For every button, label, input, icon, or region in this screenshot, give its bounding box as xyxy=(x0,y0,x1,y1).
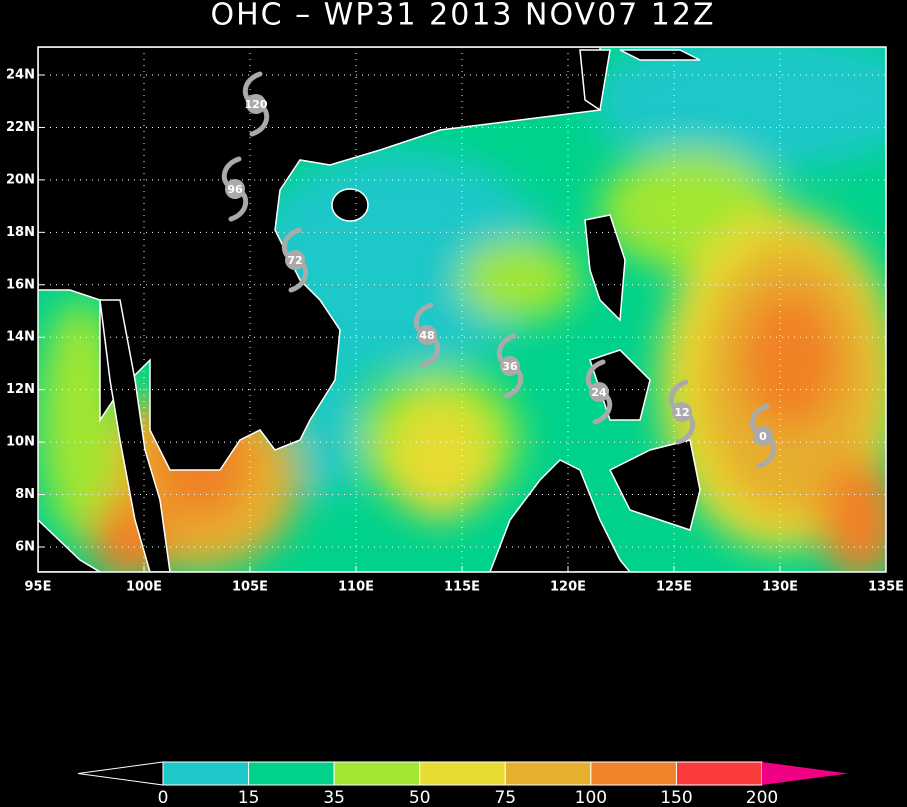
forecast-hour: 24 xyxy=(591,386,607,399)
storm-symbol: 96 xyxy=(221,156,249,222)
lon-label: 125E xyxy=(656,580,692,595)
colorbar-label: 100 xyxy=(575,788,607,807)
colorbar-segment xyxy=(504,761,592,786)
lon-label: 105E xyxy=(232,580,268,595)
forecast-hour: 72 xyxy=(287,254,302,267)
storm-symbol: 120 xyxy=(242,71,270,137)
lat-label: 12N xyxy=(6,382,35,397)
lat-label: 24N xyxy=(6,68,35,83)
lat-label: 6N xyxy=(15,540,35,555)
colorbar-label: 0 xyxy=(158,788,169,807)
colorbar-segment xyxy=(248,761,335,786)
storm-center xyxy=(285,250,305,270)
land xyxy=(38,47,701,572)
colorbar-label: 35 xyxy=(323,788,345,807)
colorbar-label: 75 xyxy=(494,788,516,807)
colorbar-over xyxy=(762,762,848,785)
storm-center xyxy=(225,179,245,199)
colorbar-segment xyxy=(675,761,763,786)
storm-center xyxy=(589,382,609,402)
forecast-hour: 96 xyxy=(227,183,243,196)
lon-label: 115E xyxy=(444,580,480,595)
storm-symbol: 36 xyxy=(496,333,524,399)
colorbar: 0 15 35 50 75 100 150 200 xyxy=(77,761,848,807)
storm-symbol: 12 xyxy=(668,379,696,445)
map-title: OHC – WP31 2013 NOV07 12Z xyxy=(210,0,715,33)
storm-center xyxy=(500,356,520,376)
storm-center xyxy=(417,325,437,345)
map-frame xyxy=(37,46,887,573)
lon-label: 135E xyxy=(868,580,904,595)
storm-center xyxy=(753,426,773,446)
grid: 24N 22N 20N 18N 16N 14N 12N 10N 8N 6N 95E 100E 105E 1… xyxy=(6,47,904,595)
lon-label: 130E xyxy=(762,580,798,595)
colorbar-label: 50 xyxy=(409,788,431,807)
colorbar-label: 200 xyxy=(746,788,778,807)
lon-label: 100E xyxy=(126,580,162,595)
colorbar-segment xyxy=(419,761,506,786)
forecast-hour: 36 xyxy=(502,360,518,373)
storm-symbol: 0 xyxy=(749,403,777,469)
storm-symbol: 24 xyxy=(585,359,613,425)
storm-symbol: 48 xyxy=(413,302,441,368)
colorbar-segment xyxy=(162,761,250,786)
storm-symbol: 72 xyxy=(281,227,309,293)
forecast-hour: 48 xyxy=(419,329,434,342)
ohc-field xyxy=(38,47,886,572)
lon-label: 95E xyxy=(25,580,52,595)
colorbar-segment xyxy=(333,761,421,786)
forecast-hour: 12 xyxy=(674,406,689,419)
colorbar-label: 150 xyxy=(660,788,692,807)
forecast-hour: 0 xyxy=(759,430,767,443)
lat-label: 16N xyxy=(6,277,35,292)
lat-label: 10N xyxy=(6,435,35,450)
lon-label: 120E xyxy=(550,580,586,595)
lat-label: 8N xyxy=(15,487,35,502)
lat-label: 18N xyxy=(6,225,35,240)
lon-label: 110E xyxy=(338,580,374,595)
colorbar-segment xyxy=(590,761,677,786)
storm-center xyxy=(672,402,692,422)
storm-center xyxy=(246,94,266,114)
lat-label: 22N xyxy=(6,120,35,135)
forecast-hour: 120 xyxy=(245,98,268,111)
lat-label: 14N xyxy=(6,330,35,345)
lat-label: 20N xyxy=(6,172,35,187)
colorbar-label: 15 xyxy=(238,788,260,807)
